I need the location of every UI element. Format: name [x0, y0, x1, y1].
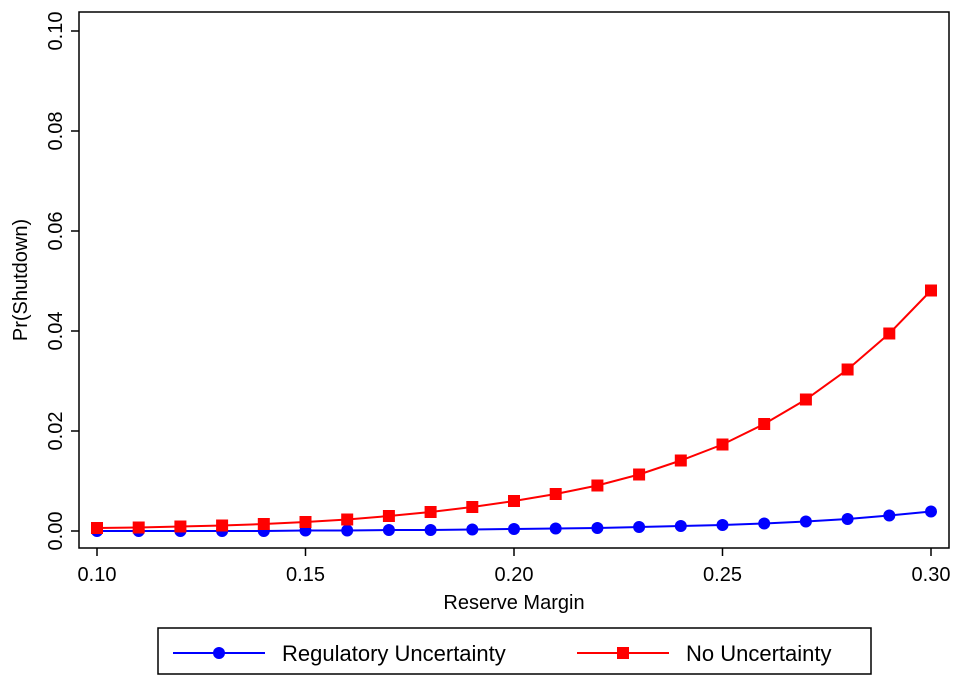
- data-point: [382, 524, 395, 536]
- data-point: [883, 509, 896, 522]
- data-point: [174, 520, 187, 533]
- x-tick-label: 0.10: [78, 564, 117, 586]
- data-point: [925, 284, 937, 297]
- legend-label: Regulatory Uncertainty: [282, 641, 506, 666]
- legend-label: No Uncertainty: [686, 641, 832, 666]
- data-point: [299, 516, 312, 528]
- data-point: [382, 510, 395, 522]
- data-point: [466, 523, 479, 536]
- x-tick-label: 0.15: [286, 564, 325, 586]
- data-point: [591, 479, 604, 492]
- data-point: [716, 519, 729, 531]
- data-point: [841, 363, 854, 376]
- legend-marker: [213, 647, 225, 659]
- x-tick-label: 0.30: [912, 564, 951, 586]
- x-axis: 0.10 0.15 0.20 0.25 0.30: [78, 548, 951, 586]
- data-point: [591, 522, 604, 534]
- data-point: [633, 468, 646, 481]
- legend-box: [157, 627, 872, 675]
- data-point: [508, 495, 520, 507]
- x-axis-label: Reserve Margin: [443, 592, 584, 614]
- data-point: [716, 438, 729, 451]
- data-point: [341, 524, 354, 537]
- data-point: [758, 517, 771, 530]
- data-point: [799, 393, 812, 406]
- y-tick-label: 0.00: [45, 512, 67, 551]
- y-tick-label: 0.02: [45, 412, 67, 451]
- data-point: [549, 522, 562, 535]
- legend-marker: [617, 647, 629, 659]
- y-tick-label: 0.08: [45, 112, 67, 151]
- data-point: [257, 518, 270, 530]
- data-point: [633, 521, 646, 533]
- x-tick-label: 0.25: [703, 564, 742, 586]
- data-point: [91, 522, 103, 534]
- y-axis: 0.00 0.02 0.04 0.06 0.08 0.10: [45, 12, 79, 551]
- data-point: [424, 524, 437, 536]
- x-tick-label: 0.20: [495, 564, 534, 586]
- y-tick-label: 0.04: [45, 312, 67, 351]
- data-point: [883, 327, 896, 340]
- y-tick-label: 0.10: [45, 12, 67, 51]
- series-no-uncertainty: [91, 284, 937, 534]
- data-point: [424, 506, 437, 518]
- data-point: [216, 519, 229, 532]
- series-layer: [91, 284, 937, 537]
- data-point: [341, 513, 354, 526]
- data-point: [799, 515, 812, 528]
- data-point: [132, 521, 145, 534]
- data-point: [674, 520, 687, 532]
- data-point: [508, 523, 520, 535]
- data-point: [925, 505, 937, 518]
- series-line: [96, 289, 932, 529]
- data-point: [841, 513, 854, 525]
- data-point: [549, 488, 562, 500]
- legend: Regulatory Uncertainty No Uncertainty: [157, 627, 872, 675]
- data-point: [674, 454, 687, 467]
- data-point: [466, 501, 479, 513]
- plot-frame: [78, 11, 950, 549]
- data-point: [758, 418, 771, 430]
- y-axis-label: Pr(Shutdown): [10, 219, 32, 341]
- y-tick-label: 0.06: [45, 212, 67, 251]
